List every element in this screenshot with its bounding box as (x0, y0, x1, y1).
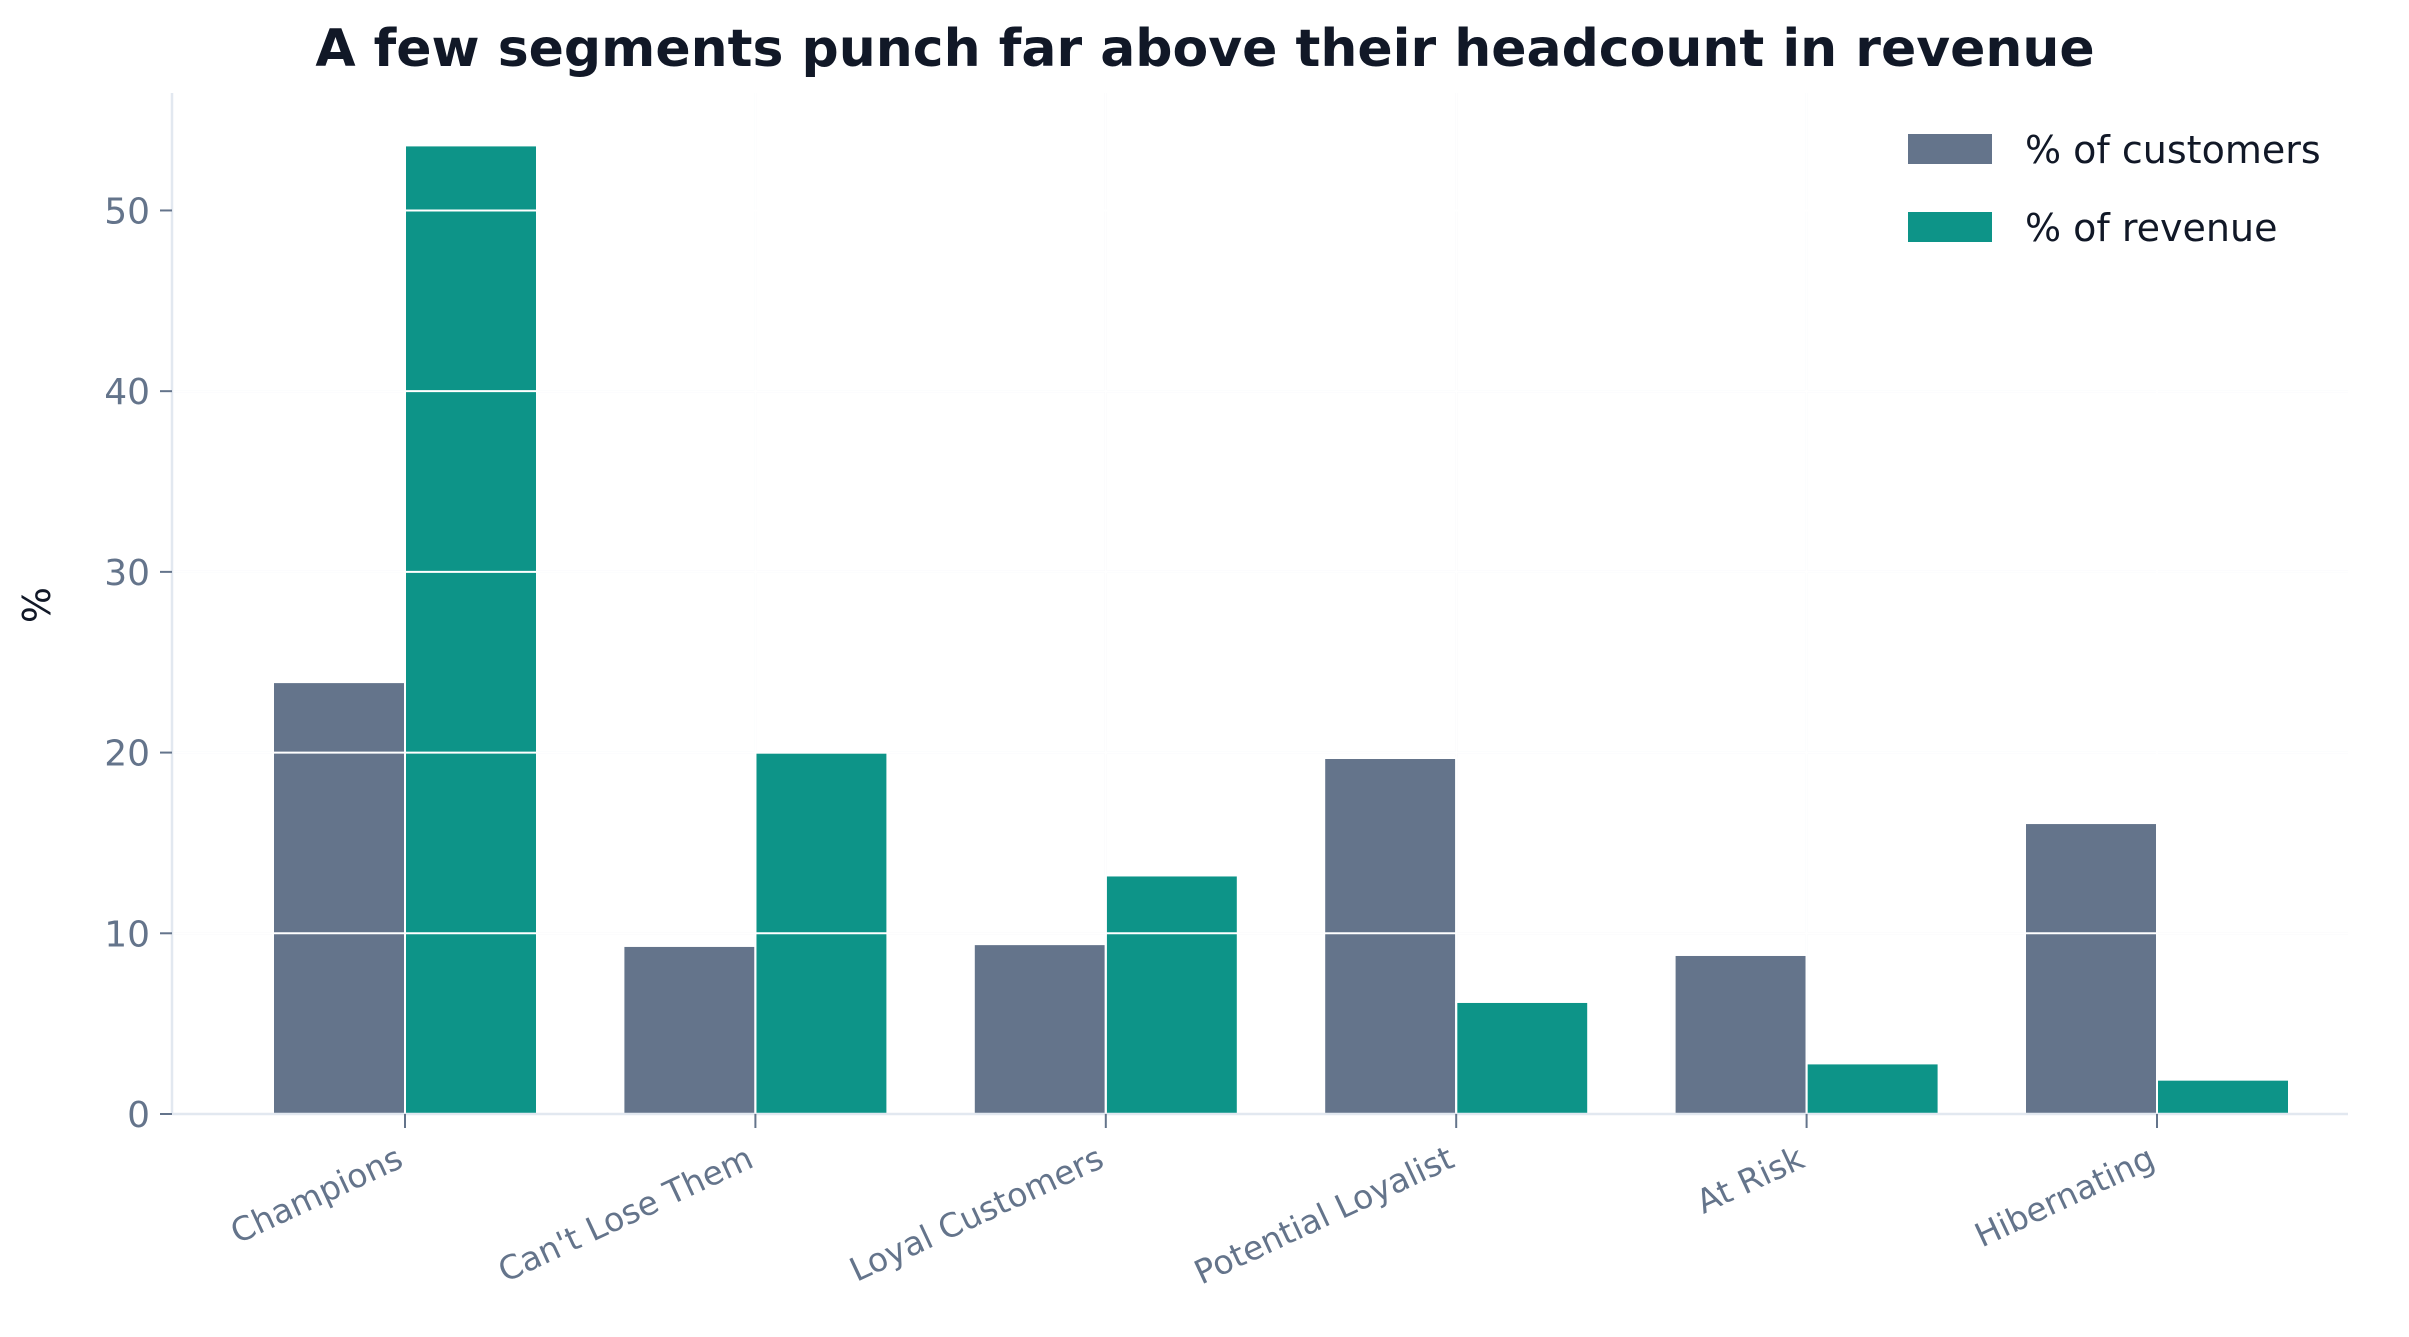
y-tick-label: 40 (104, 372, 150, 413)
bar-of-revenue-at-risk (1805, 1062, 1940, 1115)
bar-of-revenue-loyal-customers (1104, 874, 1239, 1116)
legend: % of customers % of revenue (1908, 128, 2321, 250)
legend-label-customers: % of customers (2025, 128, 2321, 172)
bar-of-customers-potential-loyalist (1323, 757, 1458, 1115)
chart-title: A few segments punch far above their hea… (315, 19, 2094, 79)
legend-label-revenue: % of revenue (2025, 206, 2277, 250)
bar-of-revenue-champions (404, 144, 538, 1115)
bar-of-revenue-hibernating (2156, 1078, 2290, 1116)
legend-swatch-customers (1908, 134, 1992, 164)
x-tick-label-can-t-lose-them: Can't Lose Them (492, 1138, 759, 1290)
bar-of-customers-hibernating (2024, 822, 2158, 1115)
y-tick-label: 20 (104, 734, 150, 775)
y-axis-ticks: 0 10 20 30 40 50 (104, 191, 172, 1136)
y-tick-label: 50 (104, 191, 150, 232)
x-tick-label-champions: Champions (224, 1138, 408, 1251)
bar-of-customers-can-t-lose-them (622, 944, 757, 1115)
y-axis-label: % (15, 587, 59, 623)
bar-of-customers-loyal-customers (972, 943, 1107, 1116)
y-tick-label: 10 (104, 914, 150, 955)
legend-swatch-revenue (1908, 212, 1992, 242)
bar-of-revenue-potential-loyalist (1455, 1000, 1590, 1115)
y-tick-label: 0 (127, 1095, 150, 1136)
axes (170, 93, 2348, 1116)
x-axis-ticks: Champions Can't Lose Them Loyal Customers P… (224, 1114, 2160, 1292)
x-tick-label-loyal-customers: Loyal Customers (844, 1138, 1110, 1290)
bar-of-customers-at-risk (1673, 953, 1808, 1115)
x-tick-label-hibernating: Hibernating (1969, 1138, 2161, 1255)
bar-of-customers-champions (272, 681, 406, 1115)
x-tick-label-at-risk: At Risk (1690, 1138, 1810, 1222)
bars (172, 93, 2348, 1116)
x-tick-label-potential-loyalist: Potential Loyalist (1188, 1138, 1459, 1292)
y-tick-label: 30 (104, 553, 150, 594)
